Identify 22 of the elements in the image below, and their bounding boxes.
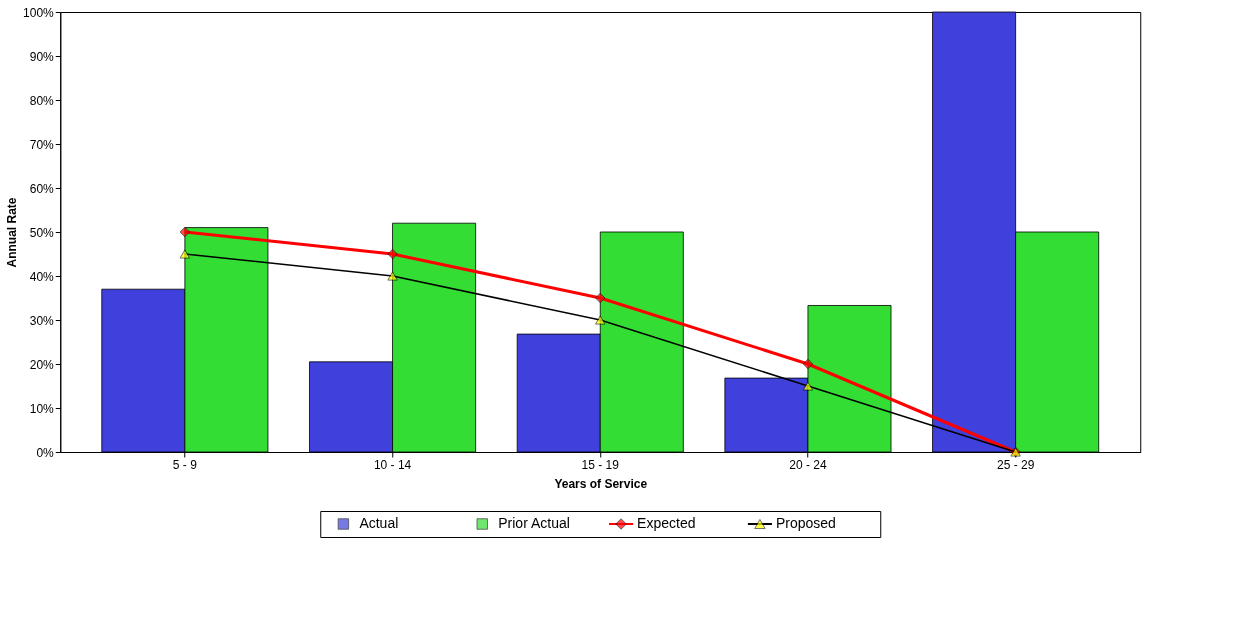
x-tick-label: 15 - 19 <box>581 457 620 472</box>
legend-label: Actual <box>359 515 399 531</box>
legend-label: Prior Actual <box>498 515 570 531</box>
y-tick-label: 50% <box>29 225 55 240</box>
x-tick-label: 20 - 24 <box>789 457 827 472</box>
x-axis-title: Years of Service <box>554 476 648 491</box>
x-tick-label: 25 - 29 <box>996 457 1035 472</box>
y-axis-title: Annual Rate <box>5 197 20 268</box>
y-tick-label: 30% <box>29 313 55 328</box>
legend-label: Proposed <box>775 515 836 531</box>
y-tick-label: 90% <box>29 49 55 64</box>
y-tick-label: 80% <box>29 93 55 108</box>
y-tick-label: 70% <box>29 137 55 152</box>
y-tick-label: 60% <box>29 181 55 196</box>
legend-label: Expected <box>637 515 696 531</box>
x-tick-label: 5 - 9 <box>172 457 198 472</box>
y-tick-label: 40% <box>29 269 55 284</box>
y-tick-label: 100% <box>23 5 55 20</box>
y-tick-label: 10% <box>29 401 55 416</box>
y-tick-label: 20% <box>29 357 55 372</box>
y-tick-label: 0% <box>36 445 55 460</box>
x-tick-label: 10 - 14 <box>373 457 412 472</box>
